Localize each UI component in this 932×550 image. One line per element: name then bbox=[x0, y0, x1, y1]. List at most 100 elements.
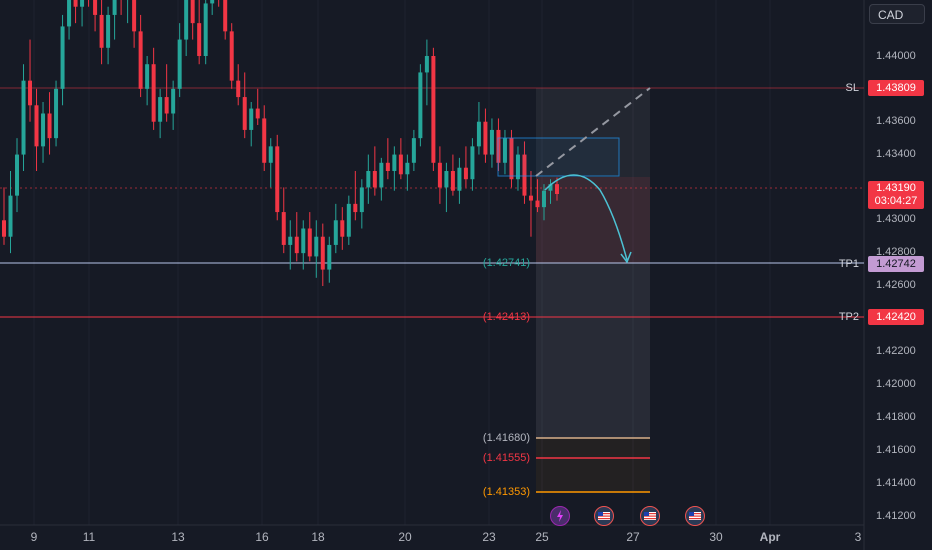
us-flag-icon[interactable] bbox=[594, 506, 614, 526]
candle bbox=[223, 0, 228, 40]
candle bbox=[444, 162, 449, 213]
x-tick: 30 bbox=[709, 530, 723, 544]
candle bbox=[314, 220, 319, 278]
candle-body bbox=[242, 97, 247, 130]
level-label: (1.41680) bbox=[482, 432, 530, 444]
candle-body bbox=[437, 162, 442, 188]
candle bbox=[120, 0, 122, 15]
candle-body bbox=[528, 195, 533, 201]
candle-body bbox=[470, 146, 475, 180]
current-price: 1.43190 bbox=[876, 182, 916, 194]
candle bbox=[93, 0, 98, 32]
candle-body bbox=[340, 220, 345, 237]
y-tick: 1.42200 bbox=[876, 345, 916, 357]
candle bbox=[463, 146, 468, 188]
consolidation-box[interactable] bbox=[497, 137, 620, 177]
tp2-price-tag[interactable]: 1.42420 bbox=[868, 309, 924, 325]
candle bbox=[203, 0, 208, 65]
candle-body bbox=[223, 0, 228, 32]
x-tick: 11 bbox=[82, 530, 96, 544]
candle bbox=[2, 187, 6, 245]
candle bbox=[210, 0, 215, 15]
candle bbox=[158, 88, 163, 139]
candle bbox=[41, 102, 46, 163]
candle bbox=[437, 146, 442, 204]
y-tick: 1.43400 bbox=[876, 148, 916, 160]
candle bbox=[476, 102, 481, 155]
candle-body bbox=[2, 220, 6, 237]
candle bbox=[242, 72, 247, 139]
candle-body bbox=[307, 228, 312, 257]
candle-body bbox=[515, 154, 520, 180]
candle bbox=[346, 195, 351, 245]
x-tick: 9 bbox=[30, 530, 38, 544]
candle-body bbox=[489, 129, 494, 155]
candle-body bbox=[262, 118, 267, 163]
candles bbox=[2, 0, 559, 286]
candle-body bbox=[392, 154, 397, 171]
candle bbox=[509, 129, 514, 188]
x-tick: 16 bbox=[255, 530, 269, 544]
candle-body bbox=[418, 72, 423, 139]
candle bbox=[333, 203, 338, 254]
candle-body bbox=[138, 31, 143, 89]
candle-body bbox=[164, 97, 169, 114]
flash-event-icon[interactable] bbox=[550, 506, 570, 526]
y-tick: 1.41400 bbox=[876, 477, 916, 489]
candle-body bbox=[346, 203, 351, 237]
y-tick: 1.43000 bbox=[876, 213, 916, 225]
candle-body bbox=[411, 138, 416, 163]
candle-body bbox=[476, 121, 481, 147]
candle-body bbox=[34, 105, 39, 147]
currency-selector[interactable]: CAD bbox=[869, 4, 925, 24]
candle bbox=[405, 154, 410, 191]
x-tick: 13 bbox=[171, 530, 185, 544]
candle bbox=[379, 157, 384, 201]
bar-countdown: 03:04:27 bbox=[874, 195, 918, 207]
candle-body bbox=[93, 0, 98, 15]
candle-body bbox=[424, 56, 429, 73]
sl-price-tag[interactable]: 1.43809 bbox=[868, 80, 924, 96]
candle-body bbox=[60, 26, 65, 89]
candle-body bbox=[372, 171, 377, 188]
candle-body bbox=[275, 146, 280, 213]
y-tick: 1.44000 bbox=[876, 50, 916, 62]
y-tick: 1.42600 bbox=[876, 279, 916, 291]
candle-body bbox=[294, 236, 299, 254]
candle-body bbox=[99, 14, 104, 48]
y-tick: 1.43600 bbox=[876, 115, 916, 127]
us-flag-icon[interactable] bbox=[640, 506, 660, 526]
candle bbox=[457, 157, 462, 204]
candle bbox=[483, 108, 488, 163]
candle-body bbox=[145, 64, 150, 89]
candle bbox=[411, 129, 416, 171]
projection-arrow[interactable] bbox=[544, 174, 628, 261]
candle bbox=[112, 0, 117, 40]
tp1-price-tag[interactable]: 1.42742 bbox=[868, 256, 924, 272]
candle-body bbox=[15, 154, 20, 196]
candle-body bbox=[320, 236, 325, 270]
candle-body bbox=[132, 0, 137, 32]
trend-line[interactable] bbox=[535, 87, 651, 177]
sl-label: SL bbox=[845, 82, 859, 94]
candle bbox=[106, 6, 111, 65]
us-flag-icon[interactable] bbox=[685, 506, 705, 526]
risk-zone bbox=[536, 177, 650, 263]
candle bbox=[73, 0, 78, 24]
candle bbox=[164, 64, 169, 122]
candle bbox=[177, 23, 182, 98]
candle-body bbox=[203, 3, 208, 57]
candle-body bbox=[548, 184, 553, 191]
candle bbox=[281, 187, 286, 254]
arrow-head-icon bbox=[620, 251, 632, 264]
candle bbox=[80, 0, 85, 27]
candle-body bbox=[151, 64, 156, 122]
candle bbox=[502, 129, 507, 175]
candle-body bbox=[249, 108, 254, 130]
candle-body bbox=[288, 236, 293, 245]
candle-body bbox=[210, 0, 215, 4]
candle-body bbox=[28, 80, 33, 106]
candle-body bbox=[236, 80, 241, 98]
candle-body bbox=[450, 171, 455, 191]
